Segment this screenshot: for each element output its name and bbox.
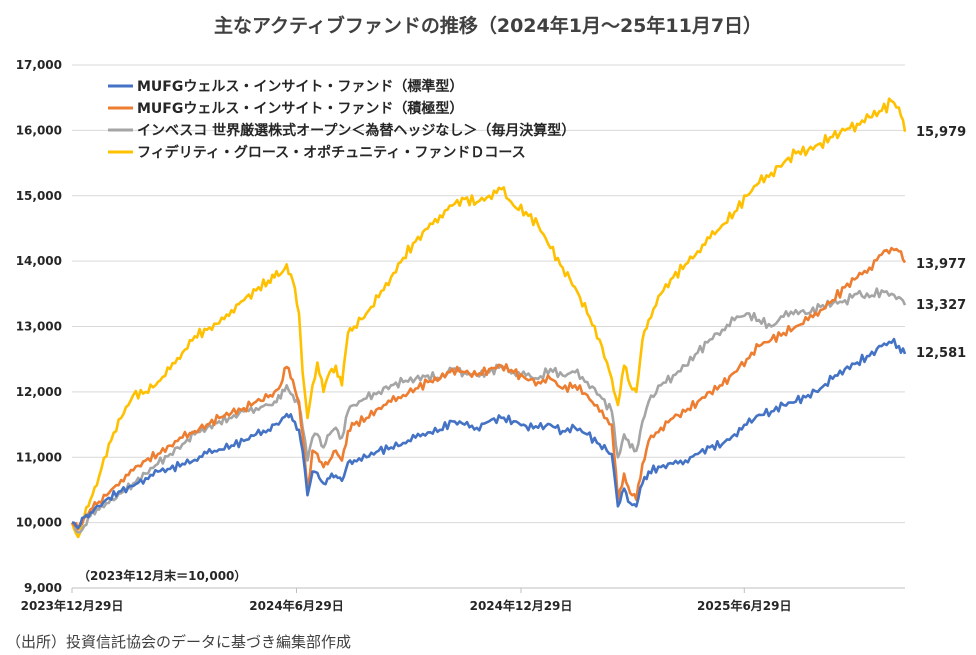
x-tick-label: 2023年12月29日 bbox=[21, 598, 124, 613]
series-line bbox=[71, 337, 907, 530]
y-tick-label: 10,000 bbox=[16, 516, 62, 530]
end-value-label: 15,979 bbox=[916, 125, 966, 140]
y-tick-label: 13,000 bbox=[16, 320, 62, 334]
y-tick-label: 11,000 bbox=[16, 450, 62, 464]
legend-entry: インベスコ 世界厳選株式オープン＜為替ヘッジなし＞（毎月決算型） bbox=[137, 122, 575, 139]
legend-entry: MUFGウェルス・インサイト・ファンド（標準型） bbox=[137, 78, 463, 95]
x-tick-label: 2024年12月29日 bbox=[470, 598, 573, 613]
series-lines bbox=[70, 97, 907, 539]
base-note: （2023年12月末＝10,000） bbox=[78, 568, 246, 583]
x-tick-label: 2025年6月29日 bbox=[697, 598, 791, 613]
end-value-label: 12,581 bbox=[916, 346, 966, 361]
end-value-labels: 12,581 13,977 13,327 15,979 bbox=[916, 125, 966, 361]
y-tick-label: 16,000 bbox=[16, 123, 62, 137]
end-value-label: 13,327 bbox=[916, 298, 966, 313]
x-axis-tick-labels: 2023年12月29日 2024年6月29日 2024年12月29日 2025年6月2… bbox=[21, 588, 792, 613]
y-axis-tick-labels: 9,000 10,000 11,000 12,000 13,000 14,000 15,00… bbox=[16, 58, 62, 595]
y-tick-label: 17,000 bbox=[16, 58, 62, 72]
series-line bbox=[70, 97, 907, 539]
y-tick-label: 12,000 bbox=[16, 385, 62, 399]
x-tick-label: 2024年6月29日 bbox=[249, 598, 343, 613]
legend: MUFGウェルス・インサイト・ファンド（標準型） MUFGウェルス・インサイト・フ… bbox=[108, 78, 575, 161]
y-tick-label: 15,000 bbox=[16, 189, 62, 203]
y-tick-label: 14,000 bbox=[16, 254, 62, 268]
legend-entry: フィデリティ・グロース・オポチュニティ・ファンドＤコース bbox=[137, 144, 526, 161]
chart-title: 主なアクティブファンドの推移（2024年1月～25年11月7日） bbox=[214, 14, 762, 37]
end-value-label: 13,977 bbox=[916, 257, 966, 272]
series-line bbox=[70, 246, 907, 531]
source-note: （出所）投資信託協会のデータに基づき編集部作成 bbox=[6, 633, 351, 651]
legend-entry: MUFGウェルス・インサイト・ファンド（積極型） bbox=[137, 100, 463, 117]
y-tick-label: 9,000 bbox=[24, 581, 62, 595]
